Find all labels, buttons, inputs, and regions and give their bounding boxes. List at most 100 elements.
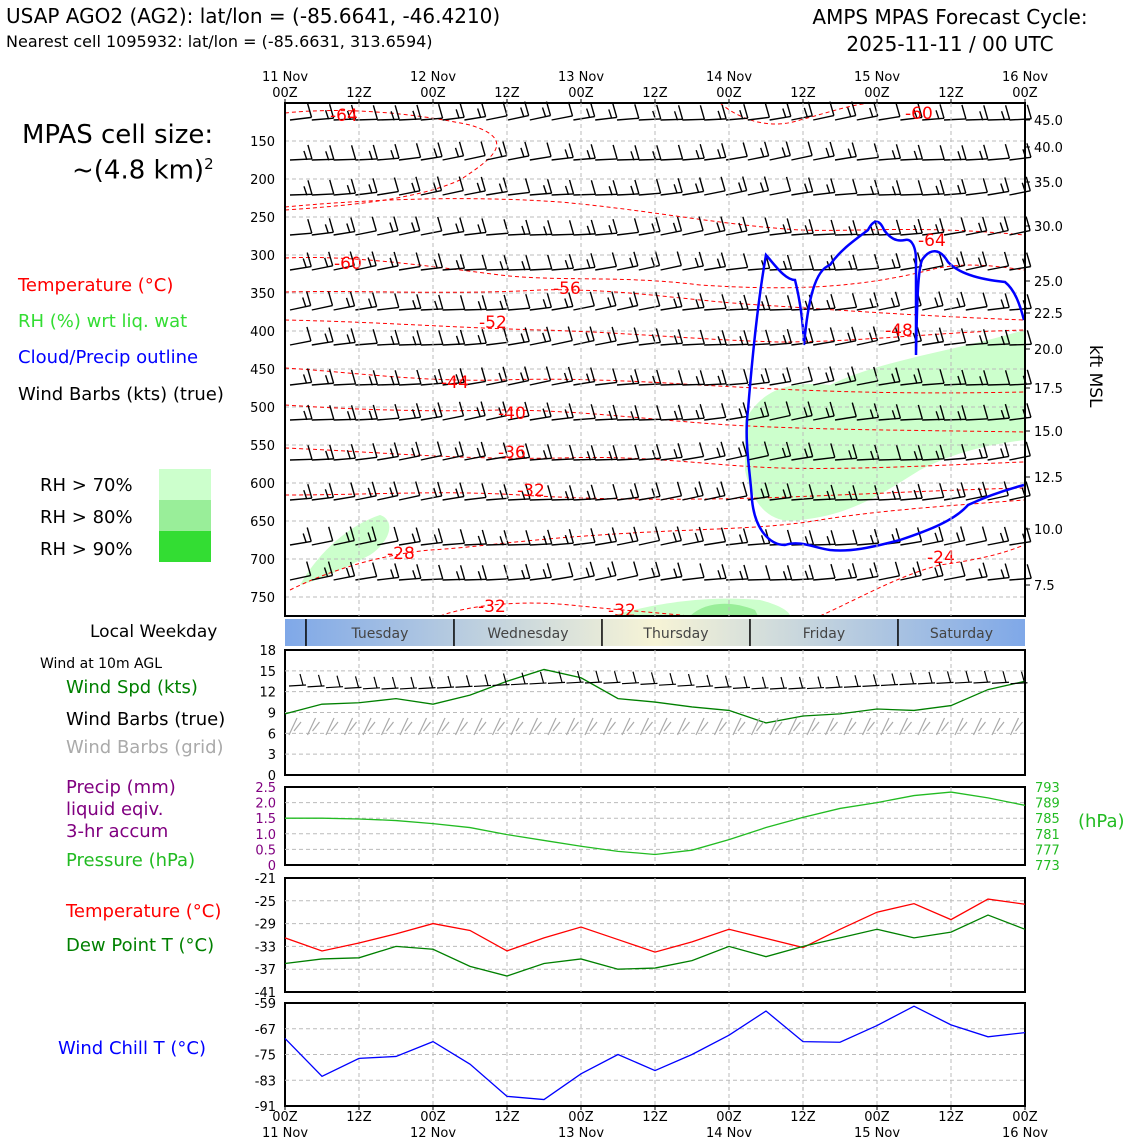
- wind-barb-feather: [913, 451, 919, 461]
- wind-barb-shaft: [442, 267, 465, 271]
- grid-wind-barb: [552, 721, 561, 732]
- wind-barb-feather: [743, 330, 749, 345]
- y-right-tick-label: 789: [1035, 797, 1060, 812]
- grid-wind-barb: [602, 717, 613, 736]
- wind-barb-shaft: [464, 455, 486, 461]
- wind-barb-feather: [786, 328, 793, 344]
- temp-label: -64: [330, 106, 358, 126]
- wind-barb-shaft: [638, 341, 661, 346]
- wind-barb-feather: [956, 488, 961, 498]
- y-tick-label: 12: [259, 686, 276, 701]
- legend-rh90-swatch: [159, 531, 211, 562]
- wind-barb-feather: [412, 110, 417, 121]
- wind-barb-feather: [956, 297, 961, 308]
- wind-barb-feather: [477, 571, 483, 581]
- wind-barb-feather: [803, 107, 808, 118]
- wind-barb-feather: [656, 104, 662, 120]
- wind-barb-shaft: [442, 155, 464, 161]
- grid-wind-barb: [325, 717, 335, 736]
- wind-barb-shaft: [813, 456, 835, 461]
- wind-barb-feather: [568, 528, 575, 544]
- wind-barb-feather: [808, 530, 815, 545]
- wind-barb-shaft: [289, 574, 311, 581]
- wind-barb-feather: [695, 299, 700, 309]
- wind-barb-feather: [589, 561, 595, 577]
- wind-barb-shaft: [813, 307, 836, 311]
- true-wind-barb: [447, 675, 452, 688]
- wind-barb-feather: [977, 257, 983, 267]
- wind-barb-feather: [590, 404, 596, 419]
- wind-barb-feather: [524, 178, 531, 193]
- wind-barb-feather: [459, 329, 466, 345]
- wind-barb-shaft: [507, 155, 530, 161]
- wind-barb-feather: [698, 442, 705, 457]
- wind-barb-feather: [520, 449, 526, 459]
- wind-barb-feather: [935, 450, 940, 461]
- wind-barb-shaft: [398, 577, 421, 581]
- grid-wind-barb: [380, 717, 391, 736]
- wind-barb-shaft: [377, 455, 399, 461]
- wind-barb-shaft: [856, 380, 878, 386]
- true-wind-barb: [428, 676, 434, 688]
- wind-barb-feather: [1026, 527, 1032, 542]
- wind-barb-feather: [564, 298, 569, 308]
- wind-barb-shaft: [660, 342, 683, 346]
- wind-barb-shaft: [289, 158, 312, 161]
- wind-barb-feather: [764, 217, 770, 232]
- wind-barb-shaft: [922, 458, 945, 461]
- wind-barb-feather: [852, 444, 858, 459]
- wind-barb-feather: [830, 530, 836, 545]
- wind-barb-shaft: [791, 268, 814, 271]
- wind-barb-shaft: [333, 539, 355, 546]
- wind-barb-feather: [329, 145, 335, 160]
- wind-barb-shaft: [355, 264, 377, 271]
- wind-barb-shaft: [377, 265, 399, 271]
- wind-barb-shaft: [1009, 577, 1032, 581]
- wind-barb-shaft: [834, 415, 857, 421]
- wind-barb-feather: [546, 293, 553, 308]
- wind-barb-feather: [476, 108, 482, 118]
- wind-barb-feather: [390, 149, 395, 160]
- y-tick-label: 1.5: [255, 812, 276, 827]
- wind-barb-shaft: [638, 495, 661, 501]
- wind-barb-feather: [894, 561, 901, 577]
- true-wind-barb: [632, 671, 637, 683]
- wind-barb-feather: [306, 326, 312, 342]
- grid-wind-barb: [343, 717, 354, 736]
- wind-barb-shaft: [791, 414, 813, 421]
- wind-barb-shaft: [507, 379, 529, 386]
- wind-barb-feather: [742, 142, 748, 157]
- wind-barb-feather: [481, 483, 487, 498]
- wind-barb-feather: [848, 260, 853, 271]
- wind-barb-shaft: [333, 158, 356, 161]
- wind-barb-feather: [895, 404, 902, 419]
- wind-barb-feather: [1003, 526, 1010, 542]
- wind-barb-shaft: [638, 118, 661, 121]
- wind-barb-shaft: [878, 193, 901, 196]
- wind-barb-feather: [1026, 564, 1032, 579]
- grid-wind-barb: [713, 717, 724, 736]
- wind-barb-shaft: [725, 230, 748, 236]
- wind-barb-shaft: [616, 418, 639, 421]
- wind-barb-shaft: [486, 232, 509, 236]
- wind-barb-feather: [607, 297, 612, 307]
- kft-tick-label: 45.0: [1034, 114, 1063, 129]
- wind-barb-shaft: [878, 380, 900, 386]
- wind-barb-feather: [676, 526, 682, 541]
- cell-size-text: ~(4.8 km): [72, 155, 205, 186]
- wind-barb-feather: [938, 327, 945, 342]
- wind-barb-feather: [916, 561, 922, 576]
- wind-barb-shaft: [1009, 540, 1031, 546]
- wind-barb-feather: [481, 328, 487, 344]
- wind-barb-feather: [739, 109, 744, 120]
- wind-barb-feather: [612, 144, 618, 160]
- wind-barb-feather: [307, 445, 313, 460]
- wind-barb-feather: [830, 484, 836, 500]
- grid-wind-barb: [750, 717, 761, 736]
- true-wind-barb: [566, 681, 584, 684]
- true-wind-barb: [706, 674, 711, 687]
- wind-barb-feather: [895, 144, 902, 159]
- legend-rh70-swatch: [159, 469, 211, 500]
- wind-barb-shaft: [856, 267, 879, 271]
- wind-barb-feather: [957, 184, 962, 195]
